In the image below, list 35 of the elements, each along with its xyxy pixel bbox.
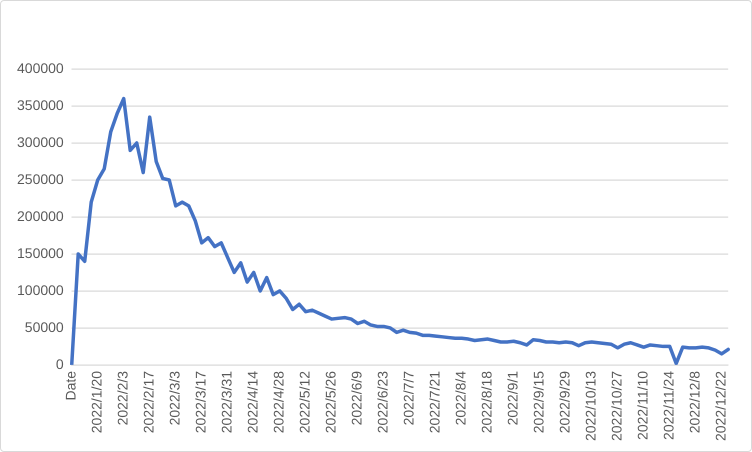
x-tick-label: 2022/5/26	[322, 370, 339, 434]
x-tick-label: 2022/4/14	[244, 370, 261, 434]
x-tick-label: 2022/11/24	[660, 370, 677, 440]
y-tick-label: 0	[56, 356, 64, 372]
x-tick-label: 2022/10/27	[608, 370, 625, 442]
x-tick-label: 2022/12/22	[712, 370, 729, 442]
x-tick-label: 2022/10/13	[582, 370, 599, 442]
x-tick-label: 2022/11/10	[634, 370, 651, 440]
y-tick-label: 100000	[17, 282, 64, 298]
x-tick-label: 2022/4/28	[270, 370, 287, 434]
x-tick-label: 2022/3/3	[166, 370, 183, 426]
x-tick-label: 2022/3/17	[192, 370, 209, 434]
x-tick-label: 2022/8/18	[478, 370, 495, 434]
x-tick-label: 2022/12/8	[686, 370, 703, 434]
x-tick-label: 2022/2/17	[140, 370, 157, 434]
y-tick-label: 250000	[17, 170, 64, 187]
x-tick-label: 2022/9/29	[556, 370, 573, 434]
x-tick-label: 2022/5/12	[296, 370, 313, 434]
y-tick-label: 50000	[24, 318, 64, 335]
x-tick-label: 2022/9/1	[504, 370, 521, 426]
x-tick-label: 2022/1/20	[88, 370, 105, 434]
x-tick-label: 2022/3/31	[218, 370, 235, 434]
y-tick-label: 200000	[17, 208, 64, 224]
x-tick-label: Date	[62, 370, 79, 401]
x-tick-label: 2022/9/15	[530, 370, 547, 434]
x-tick-label: 2022/6/9	[348, 370, 365, 426]
x-tick-label: 2022/6/23	[374, 370, 391, 434]
y-tick-label: 350000	[17, 96, 64, 113]
x-tick-label: 2022/7/21	[426, 370, 443, 434]
y-tick-label: 150000	[17, 244, 64, 261]
y-tick-label: 400000	[17, 60, 64, 76]
x-tick-label: 2022/7/7	[400, 370, 417, 426]
y-tick-label: 300000	[17, 134, 64, 150]
x-tick-label: 2022/2/3	[114, 370, 131, 426]
x-tick-label: 2022/8/4	[452, 370, 469, 426]
